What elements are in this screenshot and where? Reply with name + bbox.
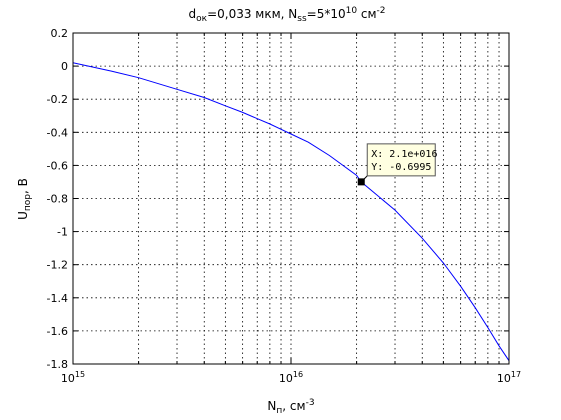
- y-tick-label: 0: [61, 60, 68, 73]
- y-tick-label: -1.4: [47, 292, 68, 305]
- y-tick-label: -0.4: [47, 126, 68, 139]
- y-tick-label: -1.8: [47, 358, 68, 371]
- datatip-y-text: Y: -0.6995: [371, 162, 431, 173]
- datatip[interactable]: X: 2.1e+016 Y: -0.6995: [357, 143, 438, 186]
- y-tick-label: 0.2: [51, 27, 69, 40]
- y-tick-label: -1: [57, 226, 68, 239]
- y-tick-label: -0.2: [47, 93, 68, 106]
- x-tick-label: 1015: [61, 370, 85, 385]
- chart-title: dок=0,033 мкм, Nss=5*1010 см-2: [188, 6, 385, 24]
- y-tick-label: -1.2: [47, 259, 68, 272]
- y-axis-label: Uпор, В: [16, 178, 33, 220]
- tick-labels: 0.20-0.2-0.4-0.6-0.8-1-1.2-1.4-1.6-1.810…: [47, 27, 522, 385]
- plot-frame: [72, 32, 510, 365]
- datatip-box: [366, 143, 436, 177]
- y-tick-label: -0.6: [47, 159, 68, 172]
- y-tick-label: -1.6: [47, 325, 68, 338]
- x-tick-label: 1016: [279, 370, 303, 385]
- series-line: [72, 62, 510, 361]
- x-tick-label: 1017: [497, 370, 521, 385]
- datatip-x-text: X: 2.1e+016: [371, 149, 437, 160]
- y-tick-label: -0.8: [47, 193, 68, 206]
- x-axis-label: Nп, см-3: [267, 398, 314, 416]
- datatip-marker[interactable]: [357, 178, 365, 186]
- grid: [73, 33, 509, 364]
- series: [72, 62, 510, 361]
